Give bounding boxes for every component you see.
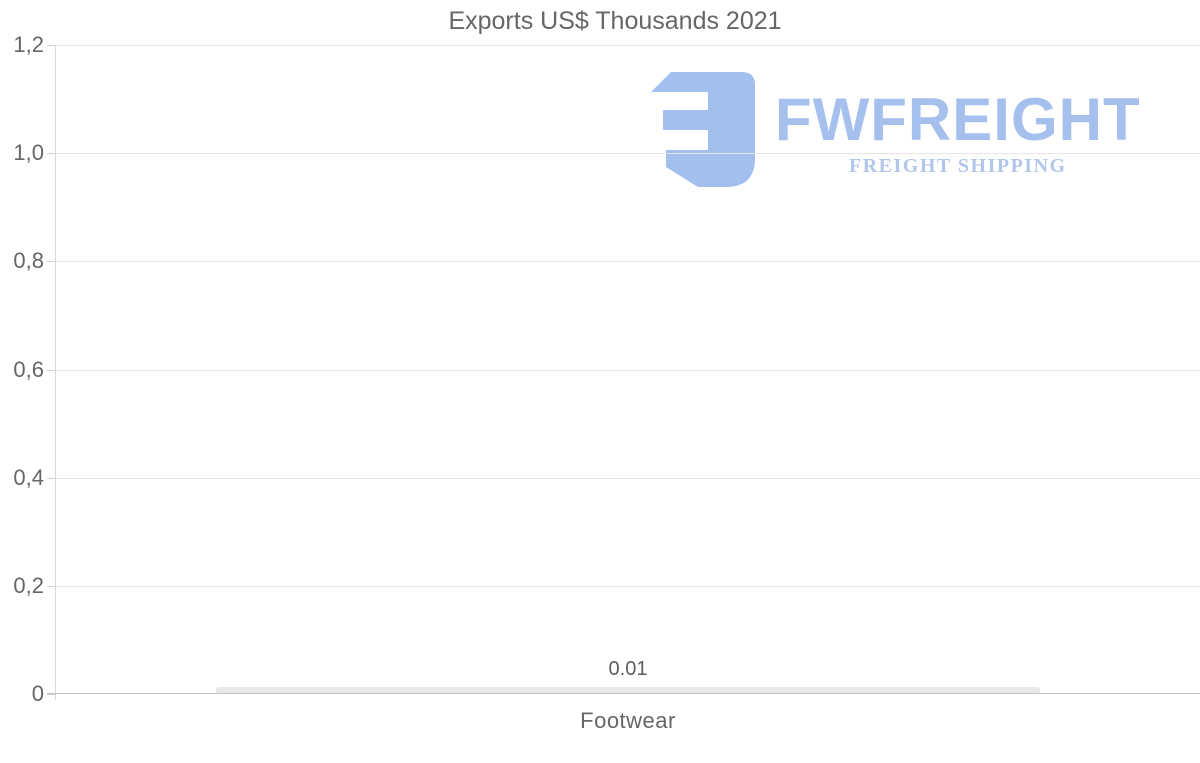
gridline (55, 153, 1200, 154)
bar-value-label: 0.01 (608, 658, 648, 680)
x-axis-line (47, 693, 1200, 694)
y-axis-tick-mark (47, 694, 55, 695)
y-axis-tick-mark (47, 153, 55, 154)
brand-name: FWFREIGHT (775, 86, 1141, 153)
y-axis-tick-mark (47, 45, 55, 46)
fwfreight-logo-icon (650, 72, 755, 187)
chart-title: Exports US$ Thousands 2021 (448, 7, 782, 35)
bar-footwear[interactable] (216, 687, 1040, 693)
gridline (55, 586, 1200, 587)
y-axis-tick-label: 0,4 (13, 465, 44, 490)
y-axis-tick-mark (47, 370, 55, 371)
y-axis-tick-mark (47, 478, 55, 479)
y-axis-tick-label: 0,2 (13, 573, 44, 598)
y-axis-tick-mark (47, 261, 55, 262)
y-axis-line (55, 45, 56, 700)
brand-tagline: FREIGHT SHIPPING (849, 155, 1067, 177)
brand-watermark: FWFREIGHT FREIGHT SHIPPING (648, 70, 1141, 187)
y-axis-tick-label: 0,8 (13, 248, 44, 273)
y-axis-tick-label: 1,2 (13, 32, 44, 57)
brand-text-block: FWFREIGHT FREIGHT SHIPPING (775, 86, 1141, 178)
y-axis-tick-label: 0 (31, 681, 44, 706)
x-axis-category-label: Footwear (580, 708, 676, 733)
gridline (55, 261, 1200, 262)
gridline (55, 478, 1200, 479)
y-axis-tick-label: 1,0 (13, 140, 44, 165)
y-axis-tick-label: 0,6 (13, 357, 44, 382)
gridline (55, 45, 1200, 46)
gridline (55, 370, 1200, 371)
y-axis-tick-mark (47, 586, 55, 587)
